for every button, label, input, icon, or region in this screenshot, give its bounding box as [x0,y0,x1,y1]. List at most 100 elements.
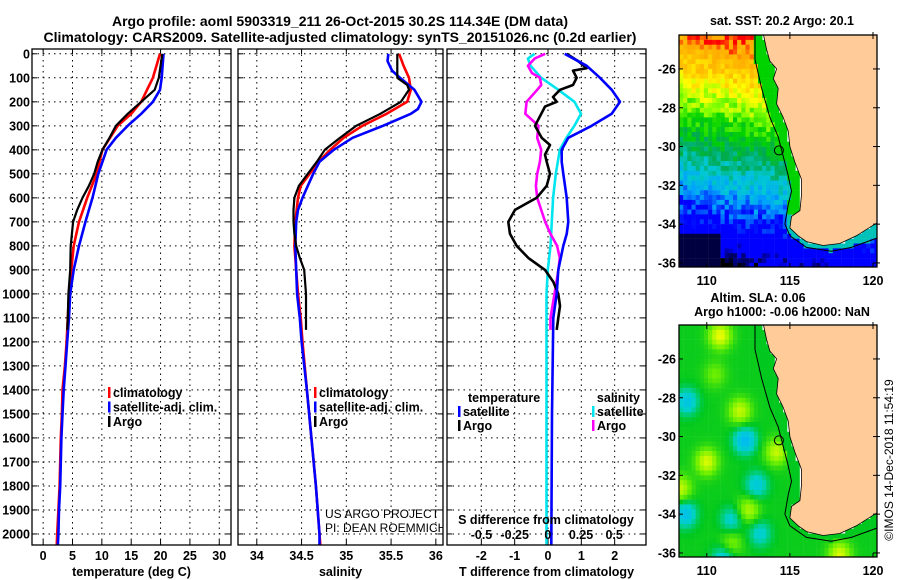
sst-cell [737,253,742,259]
sst-cell [741,268,745,273]
sla-cell [791,533,796,539]
sst-cell [795,268,799,273]
sst-cell [870,248,875,254]
sst-cell [683,190,688,196]
sla-cell [703,426,709,432]
sst-cell [712,112,717,118]
sla-cell [766,499,771,505]
sla-cell [857,543,863,549]
sla-cell [733,446,738,452]
sla-cell [720,402,725,408]
sst-cell [762,229,767,235]
sst-cell [737,88,742,94]
sst-cell [703,214,709,220]
sla-cell [812,553,817,557]
sst-cell [749,146,755,152]
sla-cell [745,329,750,335]
sla-cell [870,533,875,539]
sla-cell [770,519,775,525]
sla-cell [687,392,692,398]
sst-cell [799,243,804,249]
sst-cell [716,117,721,123]
sst-cell [691,102,696,108]
sst-cell [758,199,763,205]
sst-cell [857,233,863,239]
sla-cell [683,519,688,525]
sla-cell [745,489,750,495]
sst-cell [753,73,759,79]
sst-cell [687,199,692,205]
sst-cell [683,54,688,60]
sla-cell [679,431,684,437]
sst-cell [741,224,746,230]
sla-cell [695,451,700,457]
sst-cell [728,141,734,147]
sst-cell [708,214,713,220]
sla-cell [749,325,755,331]
sst-cell [691,258,696,264]
sst-cell [745,161,750,167]
sst-cell [679,132,684,138]
sst-cell [728,262,734,267]
sst-cell [733,253,738,259]
sla-cell [683,441,688,447]
sst-cell [724,238,730,244]
sst-cell [724,185,730,191]
x-tick-label: 34.5 [289,549,313,563]
sst-cell [708,165,713,171]
sst-cell [758,248,763,254]
sla-cell [687,373,692,379]
sst-cell [791,248,796,254]
sla-cell [703,485,709,491]
sla-cell [745,388,750,394]
sla-cell [791,538,796,544]
sla-cell [766,465,771,471]
sst-cell [724,161,730,167]
sla-cell [745,485,750,491]
sla-cell [778,431,784,437]
sla-cell [766,402,771,408]
sla-cell [683,325,688,331]
sla-cell [679,519,684,525]
x-tick-label: 5 [69,549,76,563]
sla-cell [728,509,734,515]
sla-cell [712,489,717,495]
sla-cell [749,392,755,398]
sst-cell [858,268,862,273]
sla-cell [699,417,705,423]
sla-cell [724,451,730,457]
sla-cell [778,548,784,554]
sst-cell [841,262,846,267]
sla-cell [724,533,730,539]
sst-cell [708,64,713,70]
sst-cell [746,268,750,273]
title-line-1: Argo profile: aoml 5903319_211 26-Oct-20… [112,13,568,29]
sla-cell [691,426,696,432]
sst-cell [787,175,792,181]
sla-cell [753,402,759,408]
sla-cell [753,548,759,554]
sla-cell [749,344,755,350]
sla-cell [691,480,696,486]
sla-cell [728,412,734,418]
y-tick-label: 1300 [2,359,30,373]
sla-cell [833,558,837,563]
sla-cell [691,553,696,557]
sst-cell [724,136,730,142]
sst-cell [778,209,784,215]
sst-cell [695,44,700,50]
sla-cell [720,431,725,437]
sst-cell [687,262,692,267]
sla-cell [749,543,755,549]
sst-cell [724,35,730,41]
sst-cell [708,219,713,225]
sst-cell [699,88,705,94]
sla-cell [716,451,721,457]
sla-cell [687,455,692,461]
sst-cell [737,107,742,113]
sla-cell [799,543,804,549]
sst-cell [807,248,813,254]
sst-cell [725,268,729,273]
y-tick-label: 600 [9,191,30,205]
sst-cell [724,83,730,89]
